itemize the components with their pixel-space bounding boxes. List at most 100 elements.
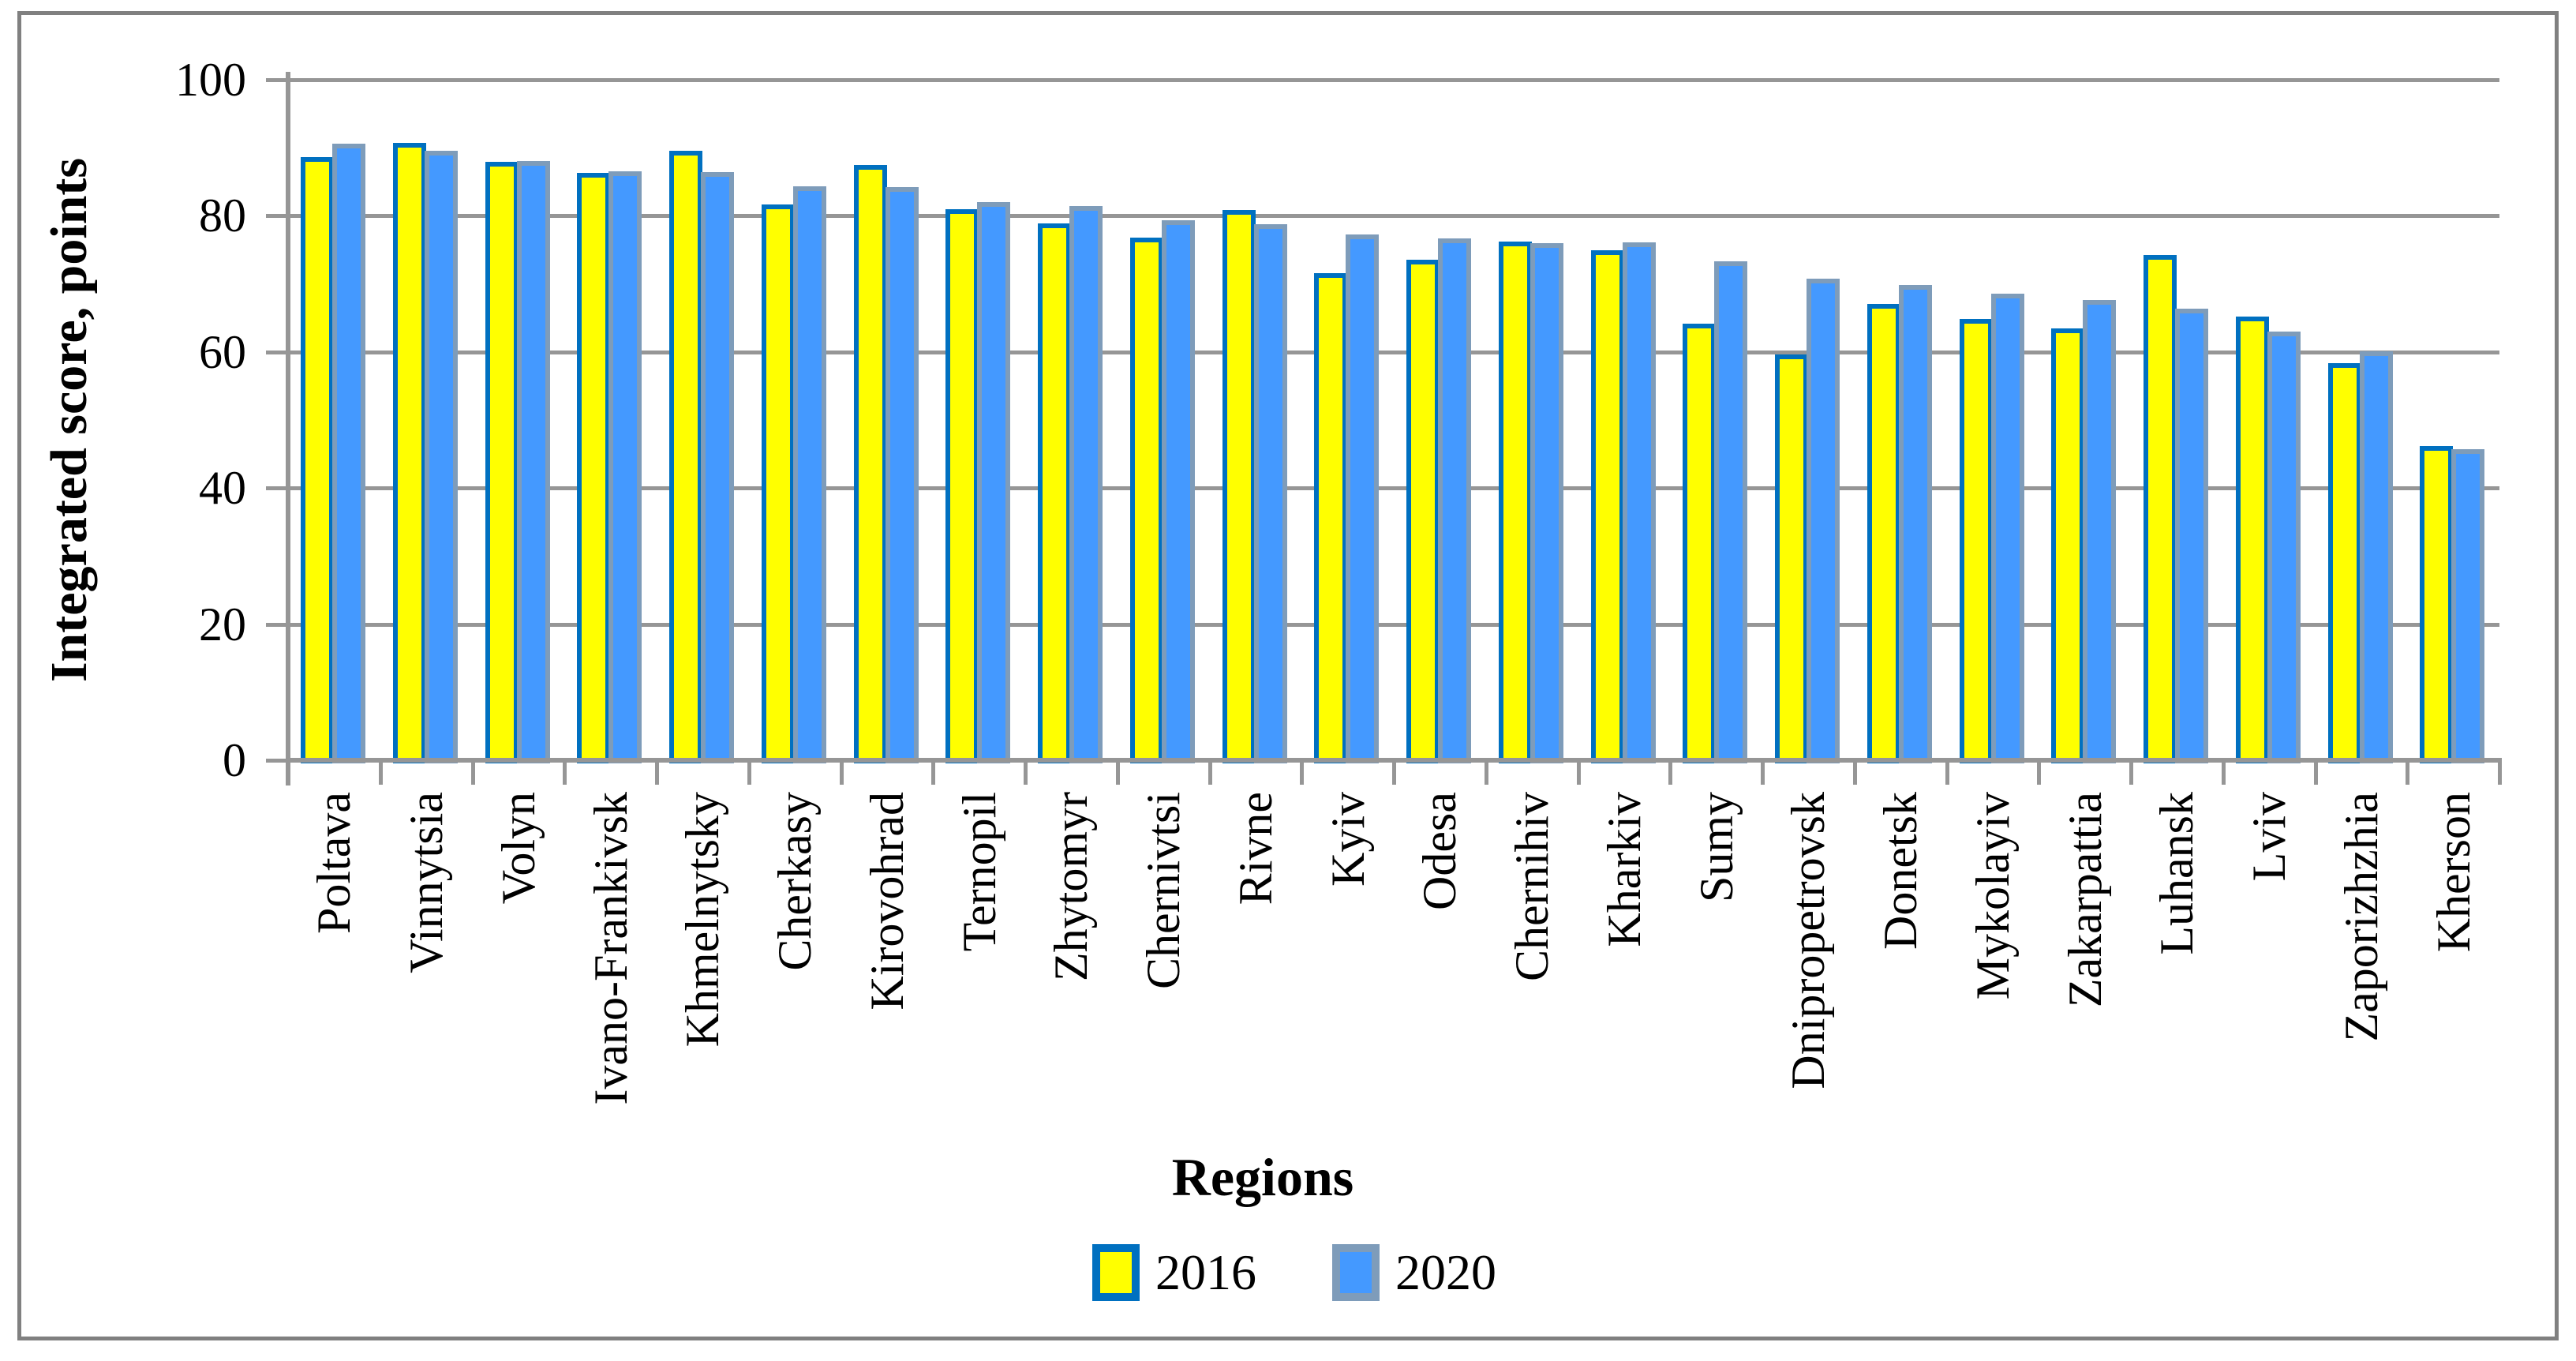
x-tick-13: [1484, 758, 1488, 785]
y-tick-label-20: 20: [199, 598, 246, 651]
bar-2020-lviv: [2267, 331, 2301, 763]
bar-2020-kirovohrad: [885, 187, 919, 763]
bar-2020-odesa: [1438, 238, 1471, 763]
y-axis-line: [286, 72, 290, 785]
gridline-60: [288, 350, 2499, 354]
gridline-20: [288, 622, 2499, 627]
bar-2016-ivano-frankivsk: [577, 173, 611, 763]
bar-2016-zakarpattia: [2051, 328, 2085, 763]
bar-2016-kherson: [2420, 445, 2454, 763]
bar-2016-khmelnytsky: [669, 150, 702, 763]
x-category-label-khmelnytsky: Khmelnytsky: [676, 792, 729, 1048]
bar-2016-kyiv: [1314, 272, 1348, 763]
x-tick-5: [747, 758, 751, 785]
x-category-label-rivne: Rivne: [1229, 792, 1282, 905]
bar-2016-zhytomyr: [1038, 223, 1071, 763]
bar-2016-sumy: [1683, 324, 1717, 763]
bar-2020-zhytomyr: [1069, 206, 1103, 763]
x-tick-14: [1576, 758, 1581, 785]
legend: 2016 2020: [0, 1241, 2576, 1304]
y-tick-60: [266, 350, 288, 354]
x-tick-7: [931, 758, 936, 785]
bar-2020-kharkiv: [1622, 242, 1656, 763]
y-tick-0: [266, 759, 288, 763]
bar-2020-ternopil: [977, 202, 1011, 763]
bar-2016-lviv: [2235, 316, 2269, 763]
x-category-label-dnipropetrovsk: Dnipropetrovsk: [1782, 792, 1835, 1089]
figure-border: [17, 11, 2559, 1340]
bar-2016-mykolayiv: [1959, 318, 1993, 763]
x-tick-6: [839, 758, 844, 785]
x-category-label-zhytomyr: Zhytomyr: [1045, 792, 1098, 981]
legend-swatch-2016: [1092, 1244, 1140, 1301]
legend-label-2016: 2016: [1155, 1244, 1256, 1300]
x-tick-21: [2221, 758, 2226, 785]
x-tick-10: [1208, 758, 1212, 785]
y-tick-label-40: 40: [199, 462, 246, 515]
x-category-label-kherson: Kherson: [2427, 792, 2480, 953]
x-category-label-odesa: Odesa: [1413, 792, 1466, 910]
bar-2016-odesa: [1406, 260, 1440, 763]
legend-item-2016: 2016: [1092, 1241, 1256, 1304]
x-tick-24: [2498, 758, 2502, 785]
bar-2016-ternopil: [945, 208, 979, 763]
bar-2020-sumy: [1714, 261, 1748, 763]
x-category-label-zaporizhzhia: Zaporizhzhia: [2334, 792, 2387, 1042]
legend-swatch-2020: [1332, 1244, 1380, 1301]
bar-2016-volyn: [485, 162, 519, 763]
bar-2020-khmelnytsky: [701, 172, 734, 763]
bar-2020-luhansk: [2175, 309, 2208, 763]
x-axis-line: [286, 758, 2502, 763]
gridline-80: [288, 214, 2499, 219]
y-tick-label-100: 100: [175, 54, 246, 106]
bar-2020-kyiv: [1346, 234, 1380, 763]
bar-2016-cherkasy: [761, 204, 795, 763]
bar-2020-kherson: [2451, 449, 2485, 763]
bar-2016-poltava: [301, 157, 334, 763]
bar-2020-zaporizhzhia: [2359, 351, 2393, 763]
x-axis-title: Regions: [1171, 1147, 1354, 1207]
x-category-label-volyn: Volyn: [492, 792, 545, 905]
x-category-label-luhansk: Luhansk: [2151, 792, 2203, 955]
bar-2016-rivne: [1222, 209, 1256, 763]
x-category-label-vinnytsia: Vinnytsia: [400, 792, 453, 973]
gridline-100: [288, 78, 2499, 82]
x-tick-15: [1668, 758, 1673, 785]
x-tick-3: [563, 758, 567, 785]
x-tick-17: [1852, 758, 1857, 785]
bar-2020-donetsk: [1898, 285, 1932, 763]
bar-2020-dnipropetrovsk: [1807, 278, 1840, 763]
x-tick-9: [1115, 758, 1120, 785]
bar-2020-rivne: [1253, 223, 1287, 763]
bar-2016-luhansk: [2144, 254, 2177, 763]
y-tick-100: [266, 78, 288, 82]
x-tick-22: [2313, 758, 2318, 785]
x-category-label-zakarpattia: Zakarpattia: [2058, 792, 2111, 1008]
x-tick-1: [378, 758, 383, 785]
x-category-label-lviv: Lviv: [2243, 792, 2296, 882]
y-tick-20: [266, 622, 288, 627]
bar-2020-chernihiv: [1530, 242, 1563, 763]
bar-2016-chernivtsi: [1129, 237, 1163, 763]
bar-2016-kharkiv: [1590, 249, 1624, 763]
x-category-label-ternopil: Ternopil: [953, 792, 1005, 952]
bar-2020-ivano-frankivsk: [608, 171, 642, 763]
x-tick-2: [470, 758, 475, 785]
y-tick-80: [266, 214, 288, 219]
bar-2020-cherkasy: [792, 186, 826, 763]
y-tick-label-60: 60: [199, 325, 246, 378]
bar-2016-kirovohrad: [853, 164, 887, 763]
bar-2016-donetsk: [1866, 304, 1900, 763]
x-category-label-kirovohrad: Kirovohrad: [860, 792, 913, 1010]
x-category-label-chernihiv: Chernihiv: [1506, 792, 1559, 981]
x-category-label-mykolayiv: Mykolayiv: [1966, 792, 2019, 1000]
x-category-label-kharkiv: Kharkiv: [1597, 792, 1650, 947]
bar-2020-volyn: [516, 161, 550, 763]
x-category-label-poltava: Poltava: [308, 792, 361, 934]
bar-2016-chernihiv: [1498, 242, 1532, 763]
y-tick-label-0: 0: [223, 734, 246, 786]
legend-item-2020: 2020: [1332, 1241, 1496, 1304]
x-tick-8: [1024, 758, 1028, 785]
